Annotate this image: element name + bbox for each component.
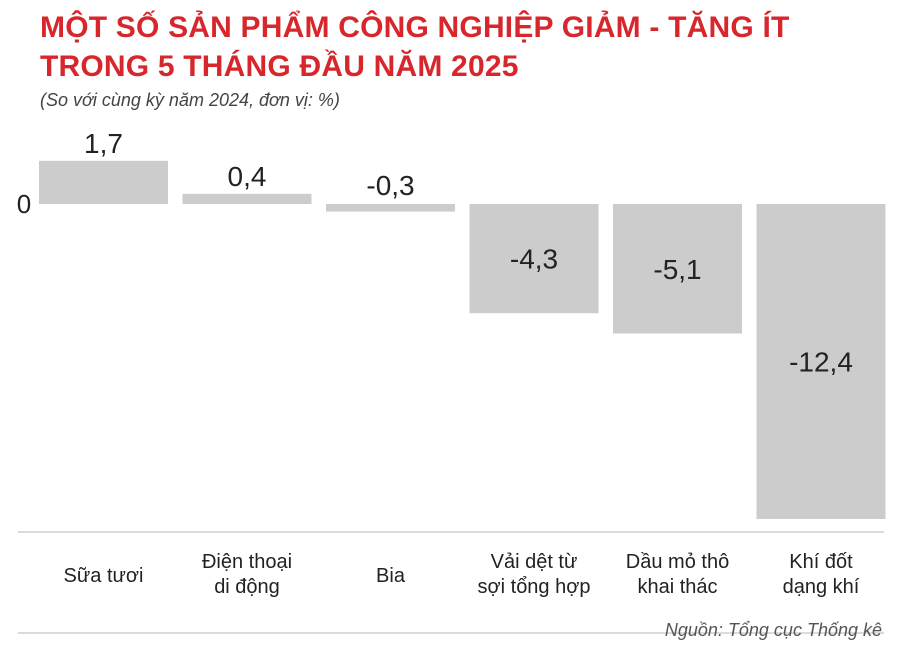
category-label-3-1: sợi tổng hợp — [478, 576, 591, 598]
category-label-0-0: Sữa tươi — [64, 565, 144, 587]
chart-subtitle: (So với cùng kỳ năm 2024, đơn vị: %) — [40, 90, 340, 110]
bar-3 — [469, 204, 599, 314]
category-label-4-0: Dầu mỏ thô — [626, 551, 729, 573]
title-line-1: MỘT SỐ SẢN PHẨM CÔNG NGHIỆP GIẢM - TĂNG … — [40, 11, 790, 44]
data-label-5: -12,4 — [789, 346, 853, 377]
data-label-4: -5,1 — [653, 254, 701, 285]
category-label-3-0: Vải dệt từ — [491, 551, 578, 573]
source-note: Nguồn: Tổng cục Thống kê — [664, 620, 882, 640]
data-label-3: -4,3 — [510, 244, 558, 275]
chart-title: MỘT SỐ SẢN PHẨM CÔNG NGHIỆP GIẢM - TĂNG … — [40, 8, 790, 86]
category-label-4-1: khai thác — [637, 576, 717, 598]
category-label-5-0: Khí đốt — [789, 551, 853, 573]
data-label-1: 0,4 — [228, 161, 267, 192]
bar-0 — [39, 160, 168, 204]
category-label-2-0: Bia — [376, 565, 406, 587]
title-line-2: TRONG 5 THÁNG ĐẦU NĂM 2025 — [40, 50, 519, 83]
category-label-5-1: dạng khí — [783, 576, 860, 598]
bar-2 — [326, 204, 455, 212]
bar-5 — [756, 204, 886, 519]
bar-4 — [613, 204, 742, 334]
zero-axis-label: 0 — [17, 189, 31, 219]
data-label-0: 1,7 — [84, 128, 123, 159]
bar-1 — [182, 193, 312, 204]
data-label-2: -0,3 — [366, 170, 414, 201]
category-label-1-0: Điện thoại — [202, 551, 292, 573]
category-label-1-1: di động — [214, 576, 280, 598]
